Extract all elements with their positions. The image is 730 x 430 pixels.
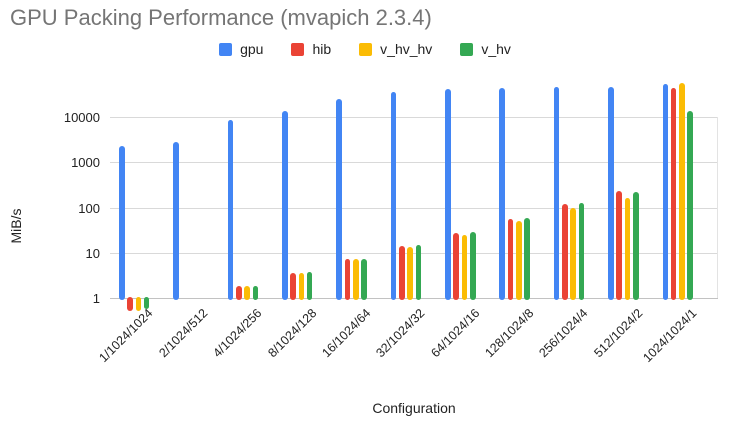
y-tick-label: 100 bbox=[78, 200, 100, 216]
bar[interactable] bbox=[562, 203, 568, 300]
bar[interactable] bbox=[361, 258, 367, 300]
x-axis-label: 256/1024/4 bbox=[536, 306, 591, 361]
bar[interactable] bbox=[290, 272, 296, 300]
bar[interactable] bbox=[624, 198, 631, 300]
bar[interactable] bbox=[399, 246, 405, 300]
legend-label: gpu bbox=[240, 41, 264, 57]
bar[interactable] bbox=[407, 246, 413, 300]
bar[interactable] bbox=[453, 232, 459, 300]
bar[interactable] bbox=[143, 297, 150, 310]
y-tick-label: 1 bbox=[92, 291, 100, 306]
gridline bbox=[110, 117, 718, 118]
legend-item-gpu: gpu bbox=[219, 41, 263, 57]
plot-right-border bbox=[717, 117, 718, 298]
x-axis-label: 1024/1024/1 bbox=[640, 306, 700, 366]
bar[interactable] bbox=[499, 87, 505, 300]
y-tick-label: 1000 bbox=[71, 155, 100, 171]
bar[interactable] bbox=[616, 191, 622, 300]
x-axis-label: 512/1024/2 bbox=[590, 306, 646, 361]
bar[interactable] bbox=[135, 297, 142, 311]
x-axis-label: 16/1024/64 bbox=[319, 306, 374, 361]
legend-label: v_hv bbox=[481, 41, 511, 57]
bar[interactable] bbox=[236, 285, 242, 300]
legend-swatch bbox=[460, 42, 474, 56]
bar[interactable] bbox=[282, 111, 288, 300]
x-axis-label: 2/1024/512 bbox=[156, 306, 211, 361]
bar[interactable] bbox=[507, 219, 514, 300]
bar[interactable] bbox=[524, 218, 530, 300]
bar[interactable] bbox=[633, 192, 639, 300]
bar[interactable] bbox=[415, 244, 422, 300]
gridline bbox=[110, 252, 718, 254]
bar[interactable] bbox=[298, 272, 305, 300]
bar[interactable] bbox=[670, 87, 677, 300]
y-tick-label: 10000 bbox=[63, 110, 100, 125]
x-axis-label: 1/1024/1024 bbox=[96, 306, 156, 366]
bar[interactable] bbox=[336, 98, 342, 300]
x-axis-label: 64/1024/16 bbox=[427, 306, 483, 361]
bar[interactable] bbox=[173, 142, 179, 300]
bar[interactable] bbox=[344, 259, 351, 300]
bar[interactable] bbox=[687, 111, 693, 300]
bar[interactable] bbox=[608, 87, 614, 300]
bar[interactable] bbox=[662, 84, 668, 300]
bar[interactable] bbox=[679, 83, 685, 300]
bar[interactable] bbox=[578, 202, 585, 300]
bar[interactable] bbox=[127, 297, 133, 311]
x-axis-label: 4/1024/256 bbox=[210, 306, 265, 361]
bar[interactable] bbox=[553, 87, 560, 300]
bar[interactable] bbox=[570, 207, 576, 300]
legend-swatch bbox=[359, 42, 373, 56]
x-axis-line bbox=[110, 298, 718, 299]
legend-item-hib: hib bbox=[291, 41, 331, 57]
bar[interactable] bbox=[445, 88, 451, 300]
x-axis-label: 32/1024/32 bbox=[373, 306, 428, 361]
y-axis-title: MiB/s bbox=[8, 208, 24, 244]
bar[interactable] bbox=[470, 231, 476, 300]
legend-swatch bbox=[219, 42, 233, 56]
legend: gpu hib v_hv_hv v_hv bbox=[0, 41, 730, 57]
bar[interactable] bbox=[227, 120, 234, 300]
bar[interactable] bbox=[353, 259, 359, 300]
legend-swatch bbox=[291, 42, 305, 56]
bar[interactable] bbox=[244, 285, 250, 300]
x-axis-title: Configuration bbox=[372, 400, 456, 416]
legend-item-v_hv_hv: v_hv_hv bbox=[359, 41, 432, 57]
bar[interactable] bbox=[461, 234, 468, 300]
x-axis-label: 128/1024/8 bbox=[482, 306, 537, 361]
x-axis-label: 8/1024/128 bbox=[264, 306, 319, 361]
bar[interactable] bbox=[516, 221, 522, 300]
chart-title: GPU Packing Performance (mvapich 2.3.4) bbox=[10, 5, 432, 30]
gridline bbox=[110, 207, 718, 209]
legend-item-v_hv: v_hv bbox=[460, 41, 511, 57]
bar[interactable] bbox=[306, 272, 313, 300]
bar[interactable] bbox=[390, 91, 397, 300]
gridline bbox=[110, 162, 718, 164]
bar[interactable] bbox=[252, 286, 259, 300]
bar[interactable] bbox=[119, 145, 125, 300]
legend-label: hib bbox=[312, 41, 332, 57]
legend-label: v_hv_hv bbox=[380, 41, 433, 57]
y-tick-label: 10 bbox=[85, 245, 100, 261]
